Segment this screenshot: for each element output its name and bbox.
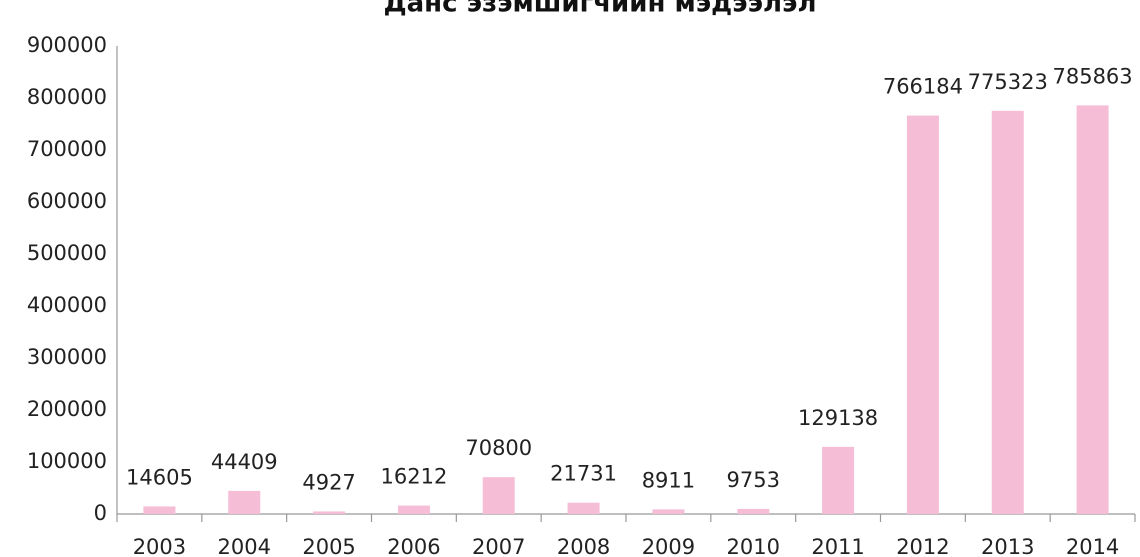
x-tick-label: 2011 bbox=[811, 535, 864, 557]
y-tick-label: 300000 bbox=[27, 345, 107, 369]
data-label: 775323 bbox=[968, 70, 1048, 94]
data-label: 129138 bbox=[798, 406, 878, 430]
y-tick-label: 100000 bbox=[27, 449, 107, 473]
bar bbox=[906, 115, 939, 514]
bar bbox=[228, 490, 261, 514]
data-label: 9753 bbox=[727, 468, 780, 492]
x-tick-label: 2006 bbox=[387, 535, 440, 557]
x-tick-label: 2013 bbox=[981, 535, 1034, 557]
x-tick-label: 2004 bbox=[218, 535, 271, 557]
y-tick-label: 600000 bbox=[27, 189, 107, 213]
y-tick-label: 500000 bbox=[27, 241, 107, 265]
data-label: 785863 bbox=[1052, 64, 1132, 88]
data-label: 4927 bbox=[302, 470, 355, 494]
y-tick-label: 400000 bbox=[27, 293, 107, 317]
bar bbox=[313, 511, 346, 514]
x-tick-label: 2010 bbox=[727, 535, 780, 557]
bar bbox=[1076, 105, 1109, 514]
y-tick-label: 900000 bbox=[27, 33, 107, 57]
data-label: 70800 bbox=[465, 436, 532, 460]
bar bbox=[482, 477, 515, 514]
x-tick-label: 2003 bbox=[133, 535, 186, 557]
y-tick-label: 0 bbox=[94, 501, 107, 525]
y-tick-label: 800000 bbox=[27, 85, 107, 109]
x-tick-label: 2005 bbox=[302, 535, 355, 557]
x-tick-label: 2014 bbox=[1066, 535, 1119, 557]
data-label: 8911 bbox=[642, 468, 695, 492]
bar bbox=[737, 508, 770, 514]
bar bbox=[652, 509, 685, 514]
x-tick-label: 2009 bbox=[642, 535, 695, 557]
y-tick-label: 700000 bbox=[27, 137, 107, 161]
bar bbox=[397, 505, 430, 514]
data-label: 44409 bbox=[211, 450, 278, 474]
bar bbox=[991, 110, 1024, 515]
bar bbox=[143, 506, 176, 514]
data-label: 766184 bbox=[883, 75, 963, 99]
x-tick-label: 2007 bbox=[472, 535, 525, 557]
bar bbox=[567, 502, 600, 514]
y-tick-label: 200000 bbox=[27, 397, 107, 421]
data-label: 14605 bbox=[126, 465, 193, 489]
x-tick-label: 2012 bbox=[896, 535, 949, 557]
chart-title: Данс эзэмшигчийн мэдээлэл bbox=[383, 0, 816, 19]
bar bbox=[822, 446, 855, 514]
data-label: 21731 bbox=[550, 462, 617, 486]
data-label: 16212 bbox=[381, 465, 448, 489]
x-tick-label: 2008 bbox=[557, 535, 610, 557]
